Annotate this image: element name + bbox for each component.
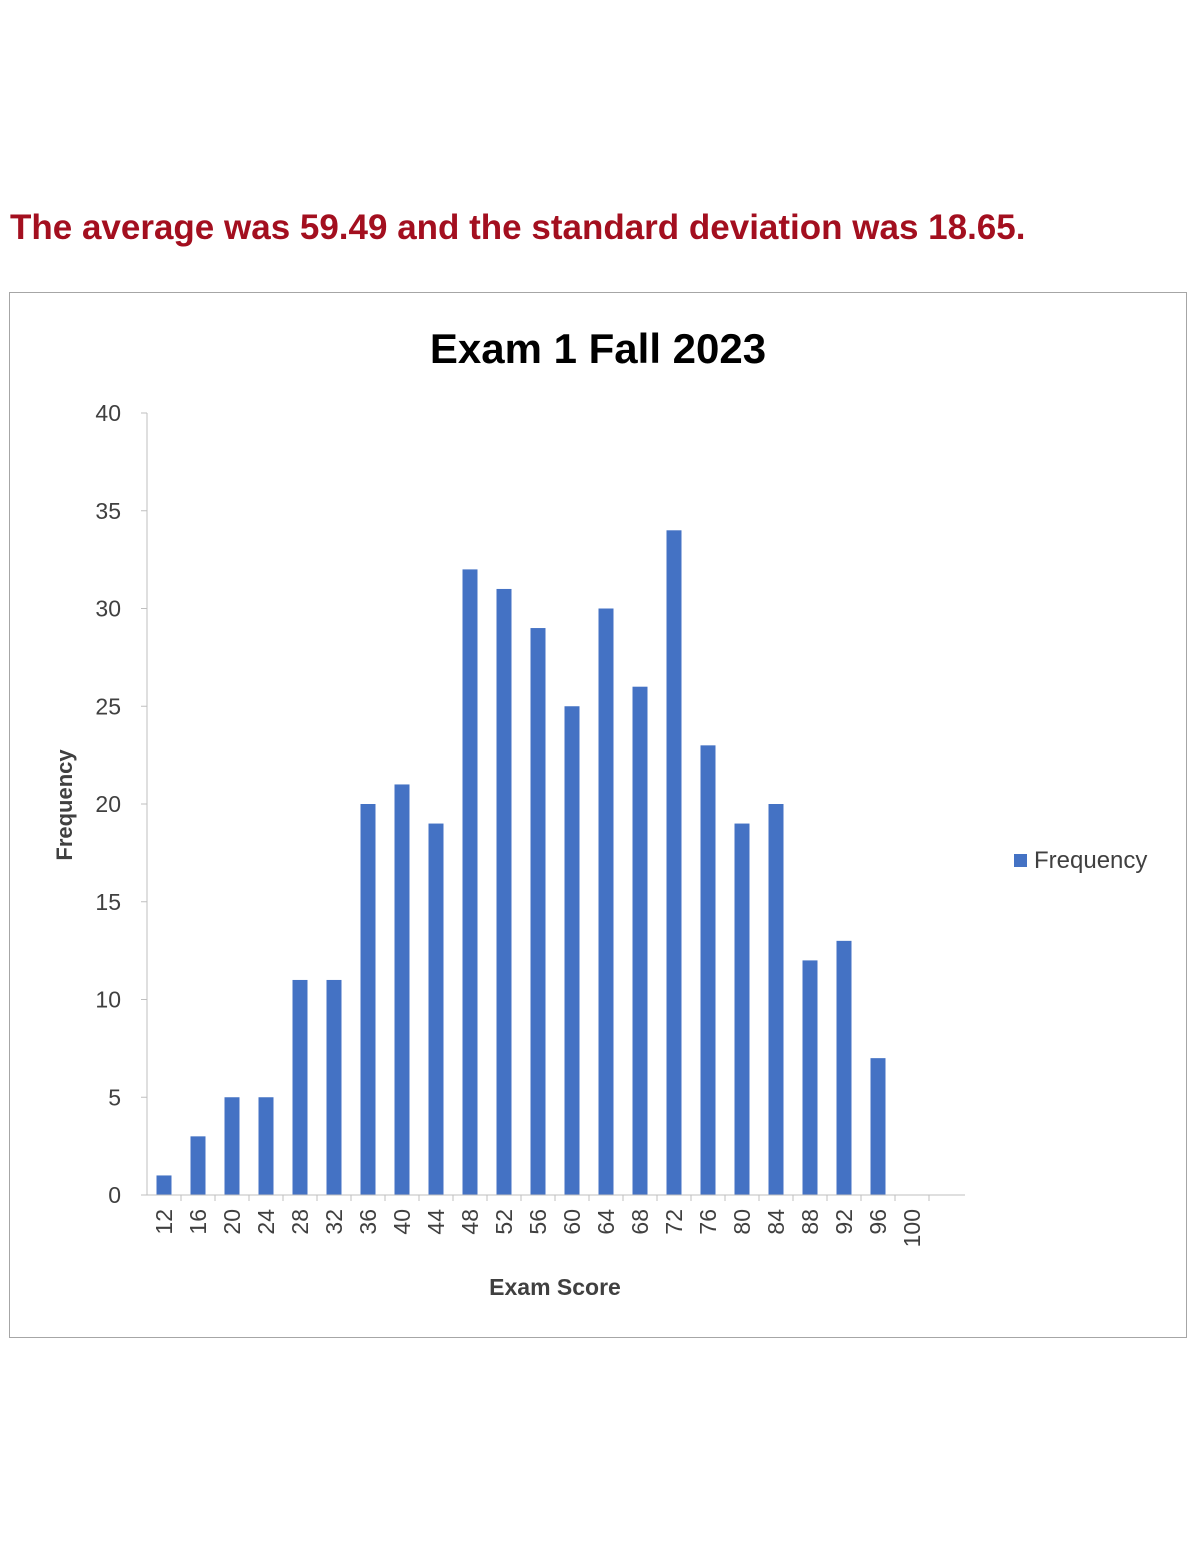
bar-76 [700,745,716,1195]
y-tick-label: 20 [95,791,121,817]
x-axis-label: Exam Score [489,1274,621,1300]
bar-24 [258,1097,274,1195]
legend-label: Frequency [1034,847,1147,874]
bar-84 [768,804,784,1195]
x-tick-label: 80 [729,1209,755,1235]
bar-68 [632,686,648,1195]
x-tick-label: 64 [593,1209,619,1235]
y-tick-label: 10 [95,987,121,1013]
x-tick-label: 72 [661,1209,687,1235]
bar-44 [428,823,444,1195]
x-tick-label: 88 [797,1209,823,1235]
summary-text: The average was 59.49 and the standard d… [10,208,1026,247]
y-tick-label: 25 [95,693,121,719]
bar-16 [190,1136,206,1195]
y-tick-label: 35 [95,498,121,524]
chart-frame: Exam 1 Fall 2023 0 5 10 15 20 25 30 35 40 12 16 20… [9,292,1187,1338]
bar-80 [734,823,750,1195]
bar-72 [666,530,682,1195]
x-tick-label: 96 [865,1209,891,1235]
x-tick-label: 20 [219,1209,245,1235]
x-tick-label: 56 [525,1209,551,1235]
x-tick-label: 28 [287,1209,313,1235]
x-tick-label: 52 [491,1209,517,1235]
bar-32 [326,979,342,1195]
bar-56 [530,628,546,1195]
bar-12 [156,1175,172,1195]
x-tick-label: 84 [763,1209,789,1235]
y-tick-label: 40 [95,400,121,426]
legend-swatch [1014,854,1027,867]
bar-96 [870,1058,886,1195]
y-axis-ticks: 0 5 10 15 20 25 30 35 40 [95,400,147,1208]
x-tick-label: 48 [457,1209,483,1235]
y-tick-label: 30 [95,596,121,622]
bar-chart: Exam 1 Fall 2023 0 5 10 15 20 25 30 35 40 12 16 20… [52,325,1147,1300]
x-tick-label: 76 [695,1209,721,1235]
x-tick-label: 36 [355,1209,381,1235]
bar-92 [836,940,852,1195]
bar-52 [496,588,512,1195]
y-axis-label: Frequency [52,749,77,861]
bar-36 [360,804,376,1195]
x-tick-label: 60 [559,1209,585,1235]
bar-88 [802,960,818,1195]
y-tick-label: 5 [108,1084,121,1110]
x-axis-ticks: 12 16 20 24 28 32 36 40 44 48 52 56 60 64 68 72 76 80 84 88… [151,1195,930,1247]
x-tick-label: 44 [423,1209,449,1235]
chart-title: Exam 1 Fall 2023 [430,325,766,372]
bar-48 [462,569,478,1195]
x-tick-label: 16 [185,1209,211,1235]
x-tick-label: 100 [899,1209,925,1247]
bar-60 [564,706,580,1195]
bar-20 [224,1097,240,1195]
bar-28 [292,979,308,1195]
x-tick-label: 24 [253,1209,279,1235]
x-tick-label: 68 [627,1209,653,1235]
bars [156,530,886,1195]
bar-40 [394,784,410,1195]
y-tick-label: 15 [95,889,121,915]
x-tick-label: 32 [321,1209,347,1235]
x-tick-label: 92 [831,1209,857,1235]
bar-64 [598,608,614,1195]
y-tick-label: 0 [108,1182,121,1208]
x-tick-label: 40 [389,1209,415,1235]
x-tick-label: 12 [151,1209,177,1235]
